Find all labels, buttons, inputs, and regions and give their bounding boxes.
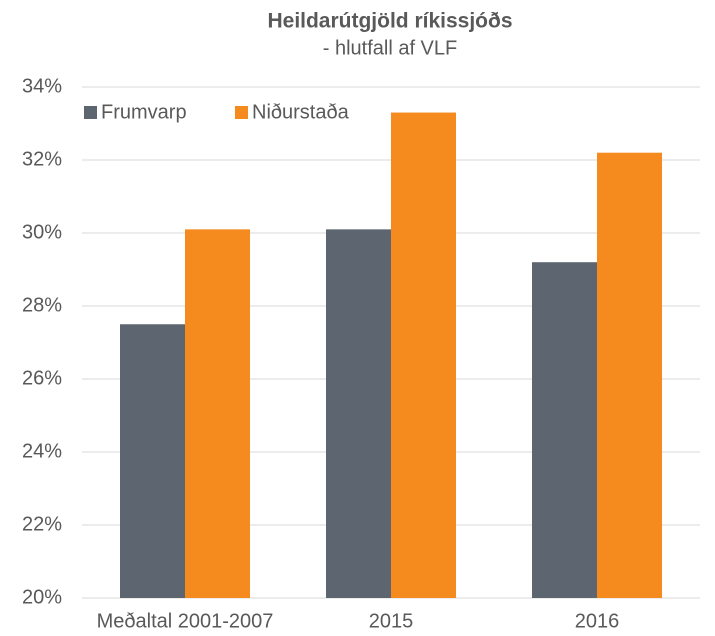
x-tick-label: 2015 xyxy=(369,610,414,632)
legend-label: Niðurstaða xyxy=(252,101,350,123)
y-tick-label: 30% xyxy=(22,221,62,243)
y-tick-label: 24% xyxy=(22,440,62,462)
chart-title: Heildarútgjöld ríkissjóðs xyxy=(267,10,512,33)
bar xyxy=(120,324,185,598)
y-tick-label: 26% xyxy=(22,367,62,389)
legend-label: Frumvarp xyxy=(101,101,187,123)
bar xyxy=(391,112,456,599)
y-tick-label: 20% xyxy=(22,586,62,608)
legend-swatch xyxy=(235,106,248,119)
bar xyxy=(326,229,391,598)
legend-swatch xyxy=(84,106,97,119)
y-tick-label: 32% xyxy=(22,148,62,170)
x-tick-label: 2016 xyxy=(575,610,620,632)
y-tick-label: 28% xyxy=(22,294,62,316)
x-tick-label: Meðaltal 2001-2007 xyxy=(97,610,274,632)
y-tick-label: 34% xyxy=(22,75,62,97)
bar xyxy=(532,262,597,598)
bar xyxy=(597,152,662,598)
chart-subtitle: - hlutfall af VLF xyxy=(323,37,458,59)
bar xyxy=(185,229,250,598)
y-tick-label: 22% xyxy=(22,513,62,535)
